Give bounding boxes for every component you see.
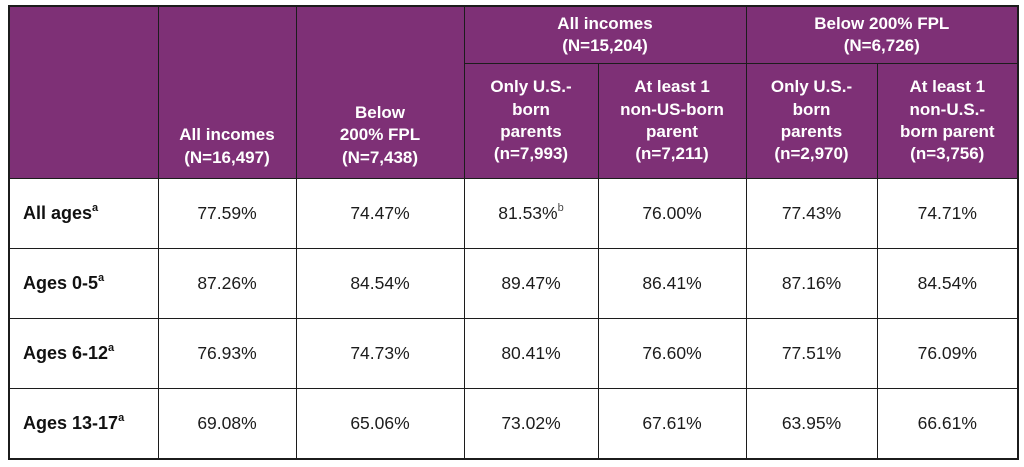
cell-value: 89.47%: [501, 273, 561, 293]
col-header-fpl-us-born: Only U.S.- born parents (n=2,970): [745, 63, 878, 179]
cell-value: 76.93%: [197, 343, 257, 363]
sub-header-row: Only U.S.- born parents (n=7,993) At lea…: [9, 63, 1019, 179]
row-label-text: All ages: [23, 203, 93, 223]
value-cell: 76.60%: [597, 318, 747, 389]
cell-value: 77.43%: [781, 203, 842, 223]
cell-value: 76.00%: [642, 203, 702, 223]
cell-value: 74.73%: [350, 343, 410, 363]
row-label: Ages 0-5a: [8, 248, 159, 319]
cell-value: 63.95%: [781, 413, 842, 433]
cell-value: 87.26%: [197, 273, 257, 293]
cell-value: 84.54%: [350, 273, 410, 293]
cell-value: 67.61%: [642, 413, 702, 433]
value-cell: 63.95%: [745, 388, 878, 460]
table-header: All incomes (N=16,497) Below 200% FPL (N…: [8, 5, 1019, 179]
table-row: Ages 0-5a 87.26% 84.54% 89.47% 86.41% 87…: [8, 248, 1019, 319]
value-cell: 76.09%: [876, 318, 1019, 389]
value-cell: 74.73%: [295, 318, 465, 389]
table-row: Ages 13-17a 69.08% 65.06% 73.02% 67.61% …: [8, 388, 1019, 460]
value-cell: 74.71%: [876, 178, 1019, 249]
value-cell: 87.26%: [157, 248, 297, 319]
coverage-rates-table: All incomes (N=16,497) Below 200% FPL (N…: [8, 5, 1020, 460]
cell-value: 81.53%: [498, 203, 558, 223]
value-cell: 81.53%b: [463, 178, 599, 249]
value-cell: 80.41%: [463, 318, 599, 389]
footnote-marker: a: [108, 342, 115, 354]
group-header-below-200-fpl: Below 200% FPL (N=6,726): [745, 5, 1019, 64]
footnote-marker: a: [118, 412, 125, 424]
col-header-allinc-us-born: Only U.S.- born parents (n=7,993): [463, 63, 599, 179]
cell-value: 74.47%: [350, 203, 410, 223]
value-cell: 66.61%: [876, 388, 1019, 460]
cell-value: 77.51%: [781, 343, 842, 363]
row-label: Ages 6-12a: [8, 318, 159, 389]
value-cell: 74.47%: [295, 178, 465, 249]
value-cell: 84.54%: [876, 248, 1019, 319]
value-cell: 77.59%: [157, 178, 297, 249]
value-cell: 87.16%: [745, 248, 878, 319]
cell-value: 80.41%: [501, 343, 561, 363]
value-cell: 76.00%: [597, 178, 747, 249]
cell-value: 73.02%: [501, 413, 561, 433]
cell-value: 69.08%: [197, 413, 257, 433]
cell-value: 86.41%: [642, 273, 702, 293]
group-header-all-incomes: All incomes (N=15,204): [463, 5, 747, 64]
row-label: All agesa: [8, 178, 159, 249]
footnote-marker: b: [557, 202, 564, 215]
value-cell: 86.41%: [597, 248, 747, 319]
table-row: Ages 6-12a 76.93% 74.73% 80.41% 76.60% 7…: [8, 318, 1019, 389]
value-cell: 77.43%: [745, 178, 878, 249]
value-cell: 76.93%: [157, 318, 297, 389]
cell-value: 76.60%: [642, 343, 702, 363]
cell-value: 77.59%: [197, 203, 257, 223]
col-header-fpl-non-us-born: At least 1 non-U.S.- born parent (n=3,75…: [876, 63, 1019, 179]
table-body: All agesa 77.59% 74.47% 81.53%b 76.00% 7…: [8, 178, 1019, 460]
row-label-text: Ages 13-17: [23, 413, 119, 433]
cell-value: 76.09%: [917, 343, 977, 363]
value-cell: 84.54%: [295, 248, 465, 319]
value-cell: 77.51%: [745, 318, 878, 389]
col-header-below-200-fpl-total: Below 200% FPL (N=7,438): [295, 5, 465, 179]
corner-cell: [8, 5, 159, 179]
footnote-marker: a: [98, 272, 105, 284]
col-header-allinc-non-us-born: At least 1 non-US-born parent (n=7,211): [597, 63, 747, 179]
value-cell: 65.06%: [295, 388, 465, 460]
cell-value: 74.71%: [917, 203, 977, 223]
row-label: Ages 13-17a: [8, 388, 159, 460]
cell-value: 66.61%: [917, 413, 977, 433]
row-label-text: Ages 6-12: [23, 343, 109, 363]
value-cell: 69.08%: [157, 388, 297, 460]
value-cell: 89.47%: [463, 248, 599, 319]
group-header-row: All incomes (N=16,497) Below 200% FPL (N…: [8, 5, 1019, 179]
cell-value: 87.16%: [781, 273, 842, 293]
col-header-all-incomes-total: All incomes (N=16,497): [157, 5, 297, 179]
footnote-marker: a: [92, 202, 99, 214]
cell-value: 65.06%: [350, 413, 410, 433]
value-cell: 67.61%: [597, 388, 747, 460]
row-label-text: Ages 0-5: [23, 273, 99, 293]
table-row: All agesa 77.59% 74.47% 81.53%b 76.00% 7…: [8, 178, 1019, 249]
value-cell: 73.02%: [463, 388, 599, 460]
cell-value: 84.54%: [917, 273, 977, 293]
